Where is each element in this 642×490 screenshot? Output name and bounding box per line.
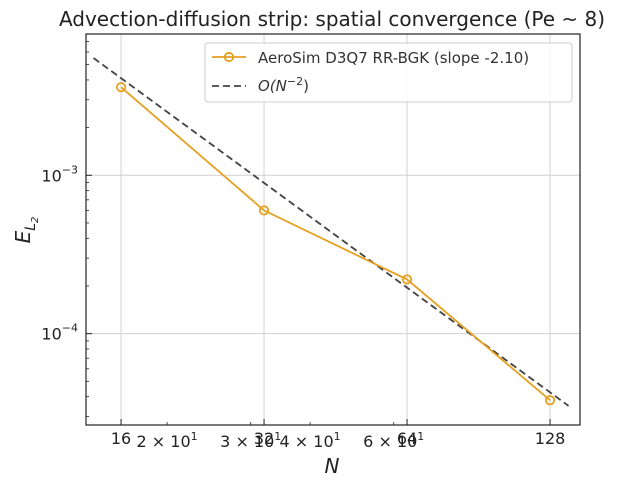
x-log-tick-exp: 1 — [191, 430, 198, 443]
x-log-tick-base: 4 × 10 — [280, 432, 334, 451]
y-tick-exp: −3 — [62, 163, 78, 176]
chart-title: Advection-diffusion strip: spatial conve… — [59, 7, 605, 31]
y-tick-label: 10−3 — [41, 163, 78, 185]
y-tick-base: 10 — [41, 325, 61, 344]
aerosim-marker — [401, 274, 413, 285]
x-tick-label: 16 — [111, 429, 131, 448]
x-log-tick-base: 2 × 10 — [137, 432, 191, 451]
y-tick-exp: −4 — [62, 322, 78, 335]
y-axis-label-sub: L — [23, 223, 39, 231]
y-axis-label-subsub: 2 — [30, 217, 41, 223]
x-log-tick-exp: 1 — [334, 430, 341, 443]
x-tick-label: 64 — [397, 429, 417, 448]
legend-label-aerosim: AeroSim D3Q7 RR-BGK (slope -2.10) — [258, 49, 529, 67]
legend-box — [204, 42, 573, 103]
x-log-tick-base: 6 × 10 — [363, 432, 417, 451]
y-axis-label: EL2 — [11, 217, 41, 244]
x-axis-label: N — [325, 454, 340, 478]
legend-ref-prefix: O(N — [258, 77, 287, 95]
y-tick-label: 10−4 — [41, 322, 78, 344]
x-log-tick-label: 4 × 101 — [280, 430, 341, 451]
x-log-tick-exp: 1 — [274, 430, 281, 443]
series-layer — [92, 57, 570, 407]
legend-ref-suffix: ) — [303, 77, 309, 95]
aerosim-marker — [115, 82, 127, 93]
x-log-tick-base: 3 × 10 — [220, 432, 274, 451]
legend-ref-exp: −2 — [287, 75, 303, 88]
x-log-tick-label: 2 × 101 — [137, 430, 198, 451]
x-log-tick-exp: 1 — [417, 430, 424, 443]
reference-line — [92, 57, 570, 407]
svg-text:EL2: EL2 — [11, 217, 41, 244]
legend-label-reference: O(N−2) — [258, 75, 309, 95]
x-tick-label: 128 — [535, 429, 566, 448]
x-log-tick-label: 3 × 101 — [220, 430, 281, 451]
aerosim-marker — [258, 205, 270, 216]
aerosim-line — [120, 86, 551, 401]
aerosim-marker — [544, 395, 556, 406]
legend-marker-aerosim — [223, 51, 235, 63]
y-axis-label-main: E — [11, 230, 35, 243]
legend: AeroSim D3Q7 RR-BGK (slope -2.10) O(N−2) — [204, 42, 573, 103]
y-tick-base: 10 — [41, 166, 61, 185]
x-tick-label: 32 — [254, 429, 274, 448]
x-log-tick-label: 6 × 101 — [363, 430, 424, 451]
plot-frame — [85, 33, 581, 426]
